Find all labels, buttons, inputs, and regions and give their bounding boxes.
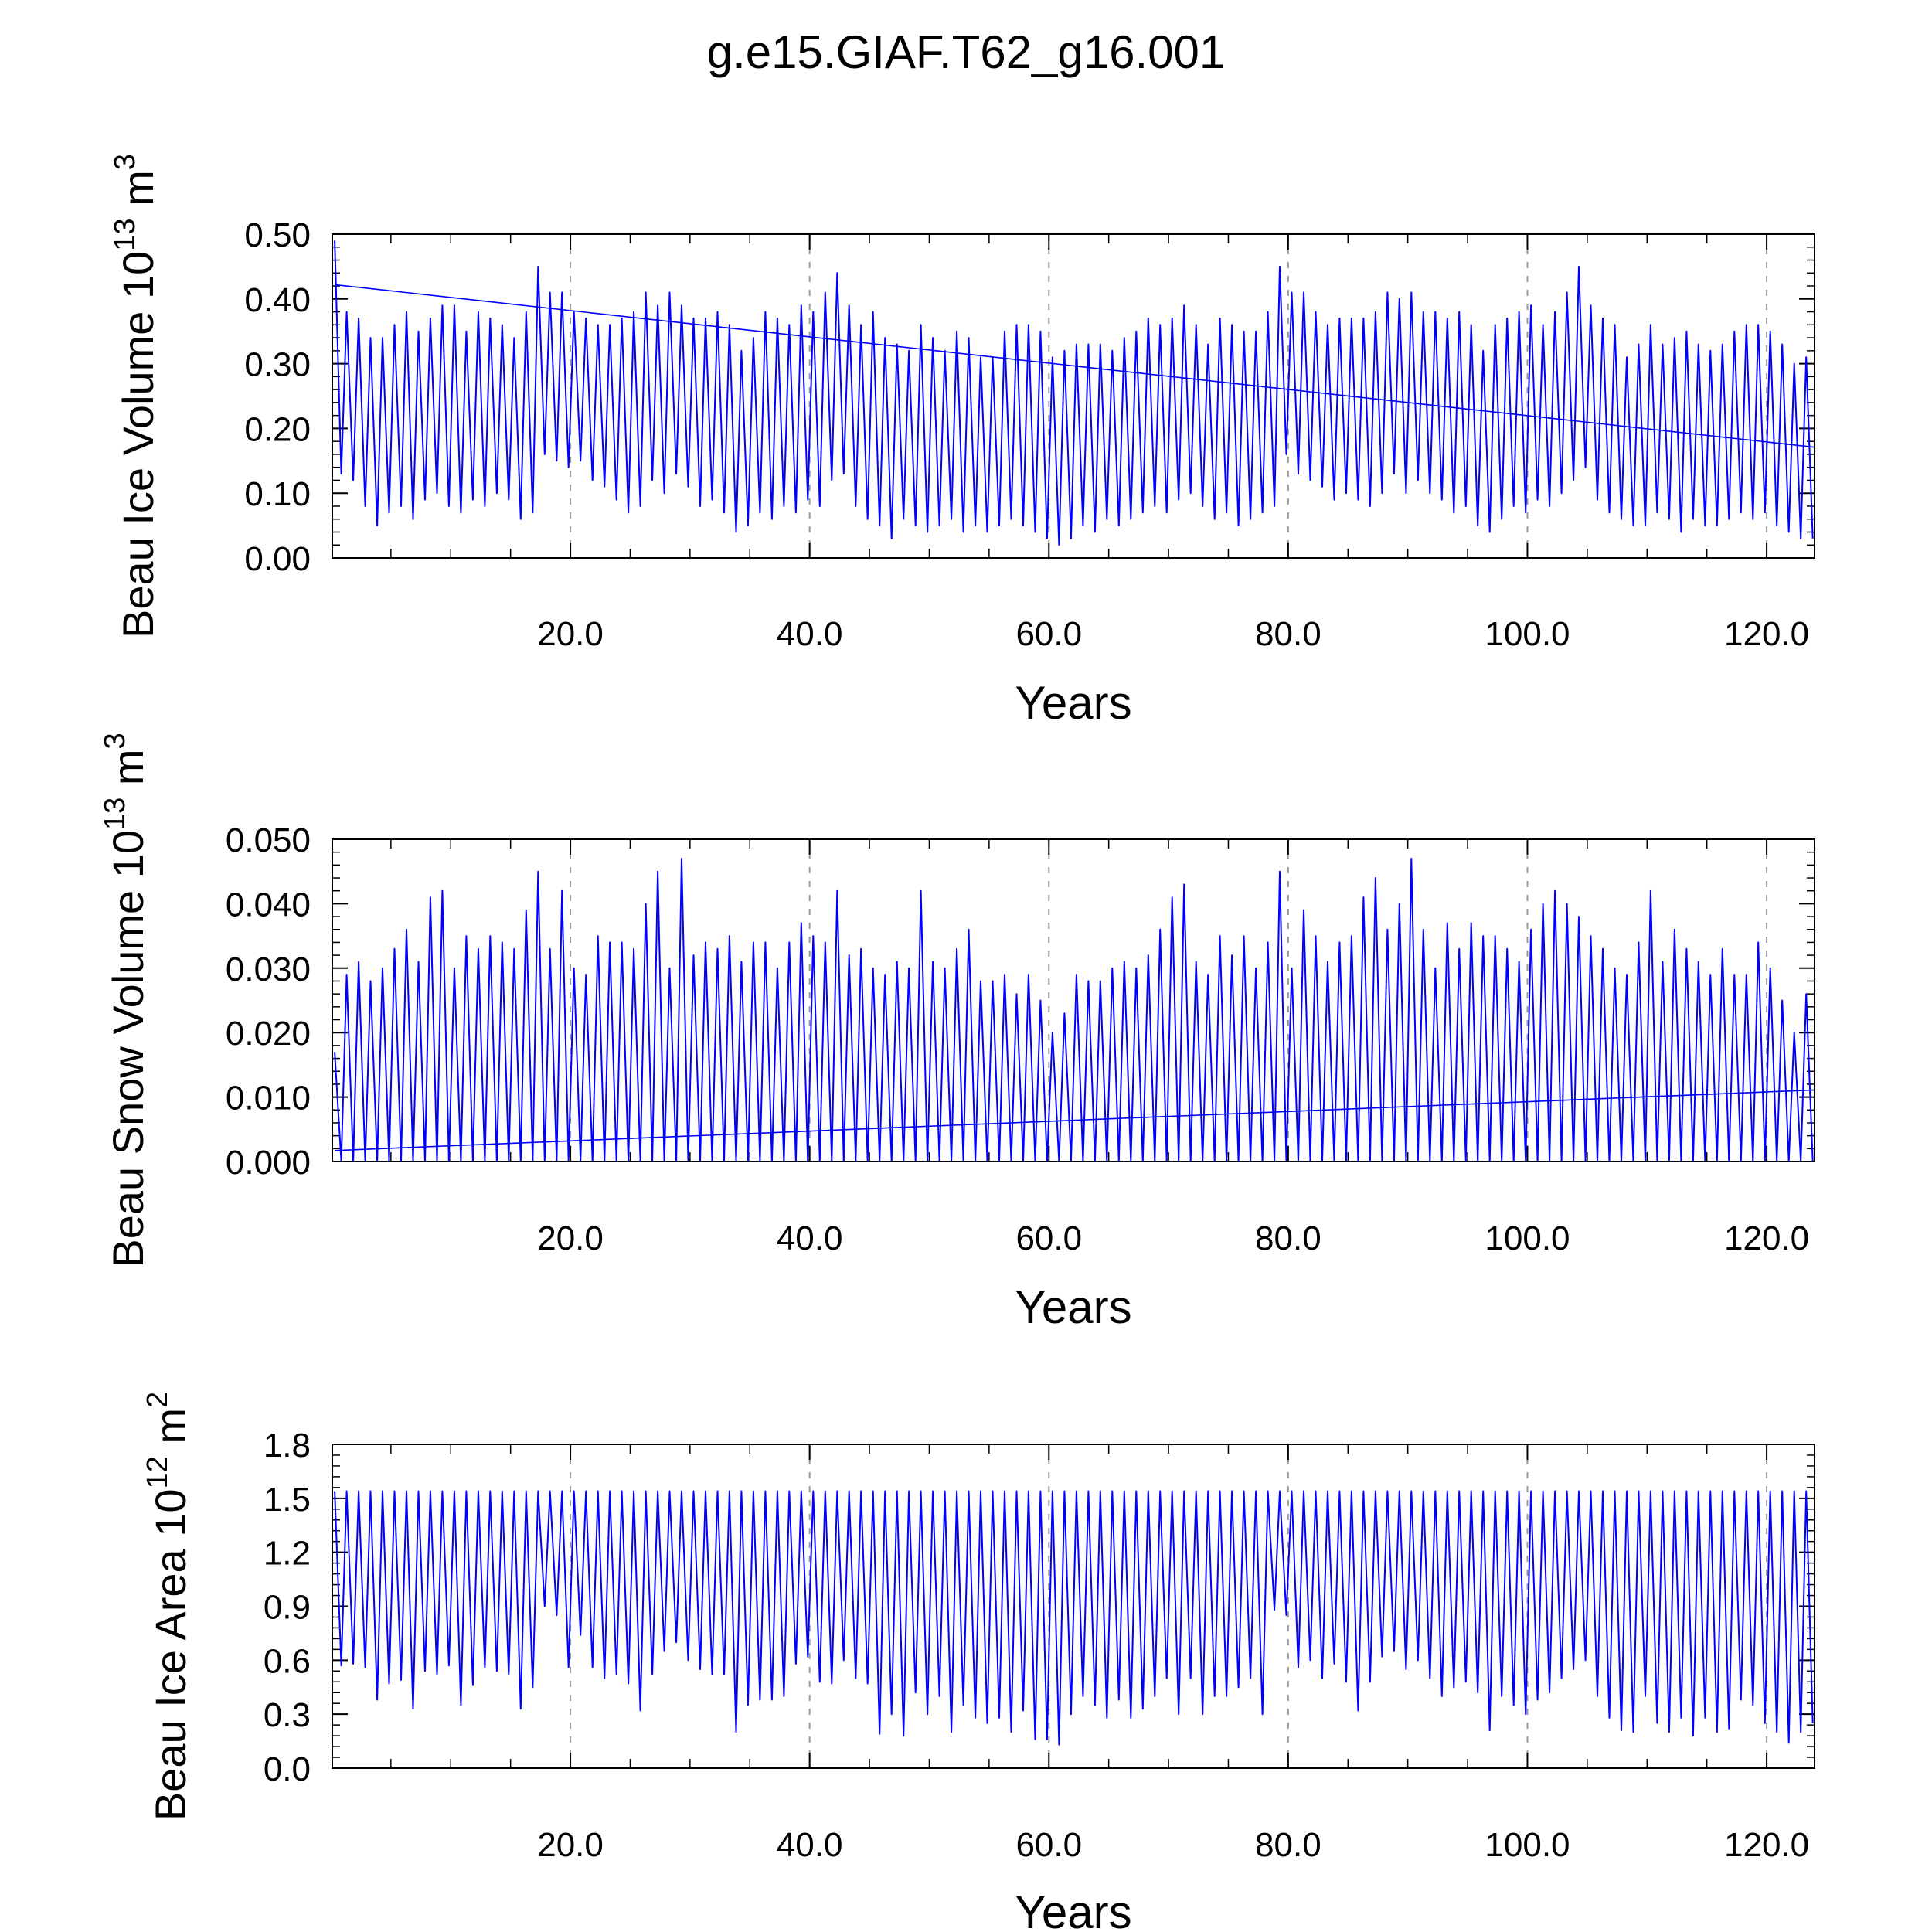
snow-volume-axes-frame [332, 838, 1815, 1162]
ice-volume-y-tick-label: 0.50 [244, 216, 311, 254]
ice-area-y-tick-label: 1.8 [264, 1427, 311, 1464]
snow-volume-x-axis-label: Years [1015, 1281, 1131, 1333]
snow-volume-y-axis-label: Beau Snow Volume 1013 m3 [99, 733, 152, 1267]
snow-volume-x-tick-label: 80.0 [1255, 1219, 1321, 1257]
ice-area-x-tick-label: 60.0 [1015, 1826, 1082, 1864]
snow-volume-series-line [334, 858, 1814, 1162]
snow-volume-x-tick-label: 60.0 [1015, 1219, 1082, 1257]
snow-volume-x-tick-label: 120.0 [1724, 1219, 1809, 1257]
snow-volume-x-tick-label: 20.0 [537, 1219, 604, 1257]
ice-area-y-tick-label: 0.9 [264, 1589, 311, 1627]
ice-area-y-tick-label: 0.6 [264, 1642, 311, 1680]
ice-volume-x-tick-label: 40.0 [777, 615, 843, 653]
ice-area-panel: 0.0 0.3 0.6 0.9 1.2 1.5 1.8 20.0 40.0 60.0 80.0 100… [141, 1392, 1815, 1932]
snow-volume-panel: 0.000 0.010 0.020 0.030 0.040 0.050 20.0 40.0 60… [99, 733, 1815, 1333]
ice-area-y-tick-label: 0.3 [264, 1696, 311, 1734]
ice-area-x-axis-label: Years [1015, 1886, 1131, 1932]
ice-volume-x-tick-label: 80.0 [1255, 615, 1321, 653]
ice-volume-panel: 0.00 0.10 0.20 0.30 0.40 0.50 20.0 40.0 60.0 80.0… [109, 154, 1815, 729]
ice-volume-x-tick-label: 100.0 [1485, 615, 1570, 653]
ice-area-series-line [334, 1490, 1814, 1746]
ice-volume-series-line [334, 240, 1814, 546]
ice-volume-x-axis-label: Years [1015, 677, 1131, 729]
ice-area-x-tick-label: 100.0 [1485, 1826, 1570, 1864]
snow-volume-trend-line [335, 1089, 1815, 1151]
snow-volume-y-tick-label: 0.010 [226, 1080, 311, 1117]
ice-volume-y-tick-label: 0.30 [244, 346, 311, 384]
ice-volume-y-axis-label: Beau Ice Volume 1013 m3 [109, 154, 162, 638]
ice-area-y-axis-label: Beau Ice Area 1012 m2 [141, 1392, 195, 1821]
snow-volume-x-tick-label: 40.0 [777, 1219, 843, 1257]
snow-volume-y-tick-label: 0.050 [226, 821, 311, 859]
snow-volume-y-tick-label: 0.000 [226, 1144, 311, 1182]
ice-area-y-tick-label: 0.0 [264, 1750, 311, 1788]
ice-volume-y-tick-label: 0.10 [244, 475, 311, 513]
ice-volume-x-tick-label: 120.0 [1724, 615, 1809, 653]
ice-area-x-tick-label: 20.0 [537, 1826, 604, 1864]
ice-area-x-tick-label: 120.0 [1724, 1826, 1809, 1864]
snow-volume-y-tick-label: 0.040 [226, 886, 311, 923]
ice-area-y-tick-label: 1.2 [264, 1535, 311, 1573]
ice-volume-axes-frame [332, 233, 1815, 559]
ice-volume-y-tick-label: 0.40 [244, 281, 311, 319]
ice-volume-x-tick-label: 20.0 [537, 615, 604, 653]
ice-area-axes-frame [332, 1444, 1815, 1769]
snow-volume-y-tick-label: 0.020 [226, 1015, 311, 1053]
ice-volume-trend-line [335, 284, 1815, 448]
ice-area-x-tick-label: 40.0 [777, 1826, 843, 1864]
ice-area-y-tick-label: 1.5 [264, 1481, 311, 1519]
snow-volume-y-tick-label: 0.030 [226, 951, 311, 988]
ice-volume-y-tick-label: 0.00 [244, 540, 311, 578]
ice-volume-y-tick-label: 0.20 [244, 410, 311, 448]
figure-title: g.e15.GIAF.T62_g16.001 [707, 26, 1226, 78]
ice-area-x-tick-label: 80.0 [1255, 1826, 1321, 1864]
snow-volume-x-tick-label: 100.0 [1485, 1219, 1570, 1257]
ice-volume-x-tick-label: 60.0 [1015, 615, 1082, 653]
